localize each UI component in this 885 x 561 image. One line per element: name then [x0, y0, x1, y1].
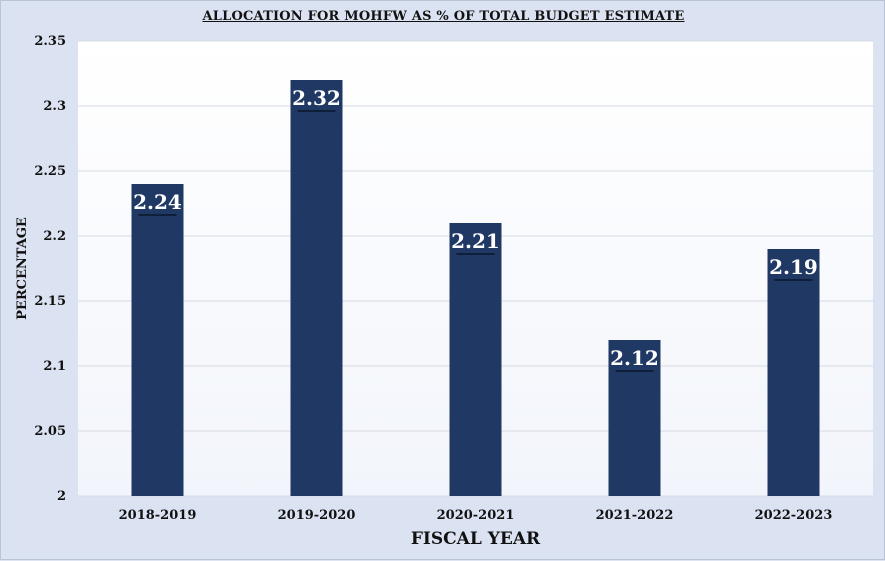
bars [131, 80, 820, 496]
data-label: 2.32 [292, 86, 341, 110]
x-axis-ticks: 2018-2019 2019-2020 2020-2021 2021-2022 2022… [119, 508, 833, 523]
data-label: 2.24 [133, 190, 182, 214]
data-label: 2.12 [610, 346, 659, 370]
y-tick-label: 2 [57, 489, 66, 504]
data-label-underline [456, 253, 495, 255]
data-label-underline [615, 370, 654, 372]
bar [290, 80, 343, 496]
x-tick-label: 2021-2022 [596, 508, 674, 523]
bar [767, 249, 820, 496]
x-axis-title: FISCAL YEAR [411, 529, 541, 549]
bar [449, 223, 502, 496]
y-tick-label: 2.2 [43, 229, 66, 244]
y-tick-label: 2.05 [34, 424, 66, 439]
y-tick-label: 2.35 [34, 34, 66, 49]
data-label: 2.21 [451, 229, 500, 253]
x-tick-label: 2020-2021 [437, 508, 515, 523]
y-tick-label: 2.3 [43, 99, 66, 114]
x-tick-label: 2019-2020 [278, 508, 356, 523]
x-tick-label: 2018-2019 [119, 508, 197, 523]
y-tick-label: 2.25 [34, 164, 66, 179]
data-label-underline [138, 214, 177, 216]
y-axis-ticks: 2 2.05 2.1 2.15 2.2 2.25 2.3 2.35 [34, 34, 66, 504]
x-tick-label: 2022-2023 [755, 508, 833, 523]
y-axis-title: PERCENTAGE [15, 217, 30, 320]
data-labels: 2.24 2.32 2.21 2.12 2.19 [133, 86, 818, 372]
y-tick-label: 2.1 [43, 359, 66, 374]
chart-title: ALLOCATION FOR MOHFW AS % OF TOTAL BUDGE… [202, 9, 685, 24]
data-label-underline [297, 110, 336, 112]
data-label-underline [774, 279, 813, 281]
bar [131, 184, 184, 496]
bar [608, 340, 661, 496]
y-tick-label: 2.15 [34, 294, 66, 309]
data-label: 2.19 [769, 255, 818, 279]
